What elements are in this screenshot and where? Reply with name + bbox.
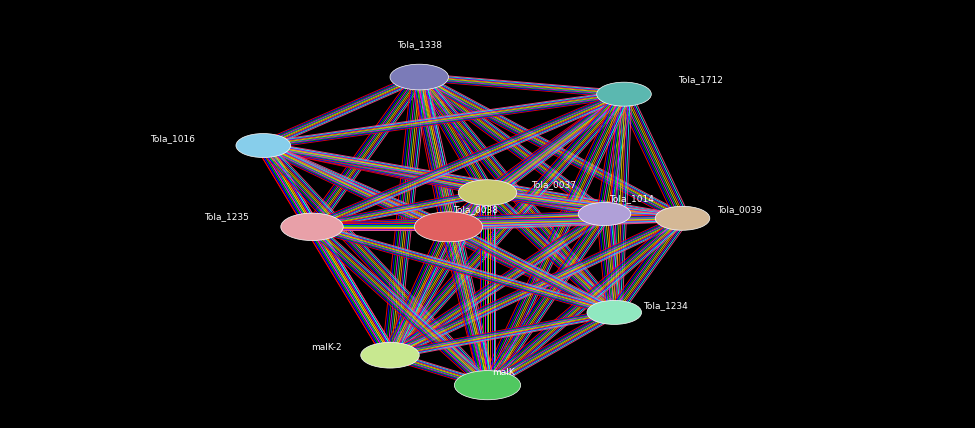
Text: malK: malK	[492, 368, 515, 377]
Circle shape	[414, 212, 483, 242]
Text: Tola_1338: Tola_1338	[397, 40, 442, 50]
Circle shape	[655, 206, 710, 230]
Text: Tola_0038: Tola_0038	[453, 205, 498, 214]
Text: Tola_1235: Tola_1235	[204, 211, 249, 221]
Circle shape	[236, 134, 291, 158]
Text: Tola_1234: Tola_1234	[644, 301, 688, 311]
Circle shape	[390, 64, 448, 90]
Text: Tola_0037: Tola_0037	[531, 180, 576, 190]
Circle shape	[454, 371, 521, 400]
Circle shape	[587, 300, 642, 324]
Text: Tola_1712: Tola_1712	[678, 74, 722, 84]
Text: Tola_1014: Tola_1014	[609, 194, 654, 204]
Circle shape	[597, 82, 651, 106]
Circle shape	[281, 213, 343, 241]
Text: Tola_1016: Tola_1016	[150, 134, 195, 144]
Circle shape	[578, 202, 631, 226]
Circle shape	[361, 342, 419, 368]
Text: Tola_0039: Tola_0039	[717, 205, 761, 214]
Text: malK-2: malK-2	[311, 343, 341, 352]
Circle shape	[458, 180, 517, 205]
